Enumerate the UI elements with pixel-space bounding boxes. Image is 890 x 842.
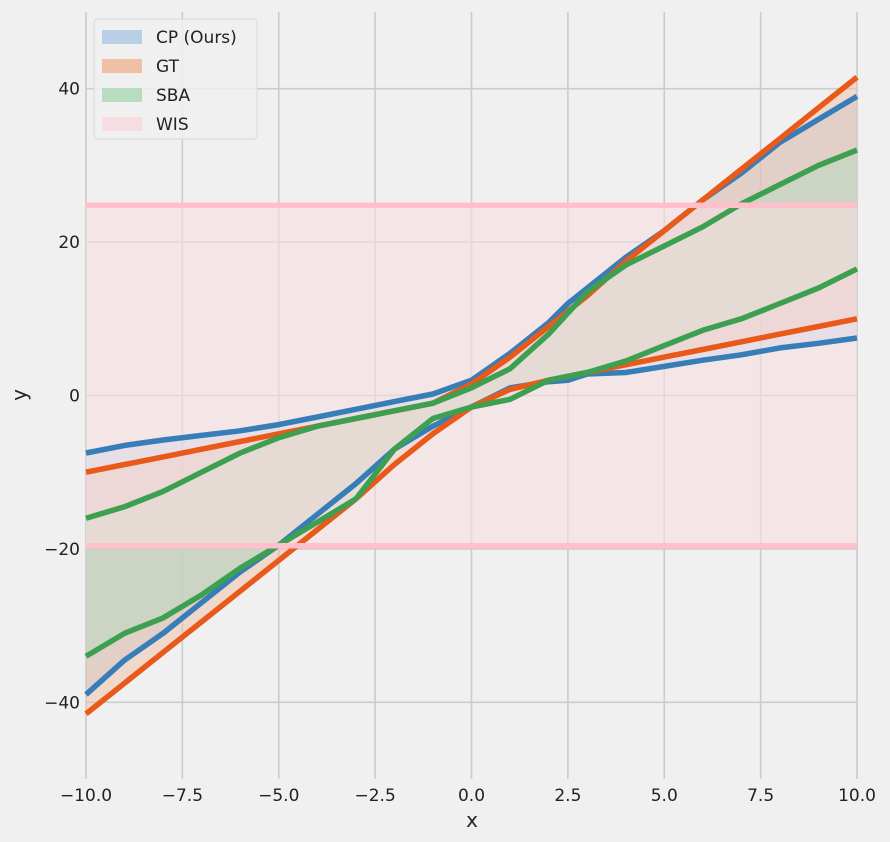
x-tick-label: −7.5 [162, 786, 203, 806]
x-tick-label: −10.0 [60, 786, 112, 806]
upper-line-sba [85, 147, 859, 521]
legend-label-sba: SBA [156, 86, 190, 106]
lower-line-sba [84, 266, 859, 659]
x-tick-label: 0.0 [458, 786, 485, 806]
legend-label-wis: WIS [156, 115, 189, 135]
x-tick-label: 10.0 [838, 786, 876, 806]
y-axis-ticks: −40 −20 0 20 40 [44, 80, 80, 714]
y-tick-label: 0 [69, 387, 80, 407]
upper-line-gt [85, 75, 859, 475]
legend-swatch-sba [102, 88, 142, 102]
legend-box [93, 18, 258, 140]
x-axis-label: x [466, 808, 478, 832]
x-tick-label: 2.5 [554, 786, 581, 806]
y-tick-label: 40 [58, 80, 80, 100]
x-tick-label: 7.5 [747, 786, 774, 806]
legend-swatch-gt [102, 59, 142, 73]
x-tick-label: −2.5 [354, 786, 395, 806]
legend-swatch-wis [102, 117, 142, 131]
legend: CP (Ours) GT SBA WIS [93, 18, 258, 140]
legend-label-gt: GT [156, 57, 180, 77]
legend-swatch-cp-ours [102, 30, 142, 44]
y-axis-label: y [7, 389, 31, 401]
y-tick-label: −20 [44, 540, 80, 560]
x-tick-label: 5.0 [651, 786, 678, 806]
legend-label-cp-ours: CP (Ours) [156, 28, 237, 48]
x-axis-ticks: −10.0 −7.5 −5.0 −2.5 0.0 2.5 5.0 7.5 10.0 [60, 786, 876, 806]
y-tick-label: −40 [44, 693, 80, 713]
y-tick-label: 20 [58, 233, 80, 253]
band-lines [84, 75, 859, 716]
x-tick-label: −5.0 [258, 786, 299, 806]
band-fill-wis [86, 205, 857, 546]
